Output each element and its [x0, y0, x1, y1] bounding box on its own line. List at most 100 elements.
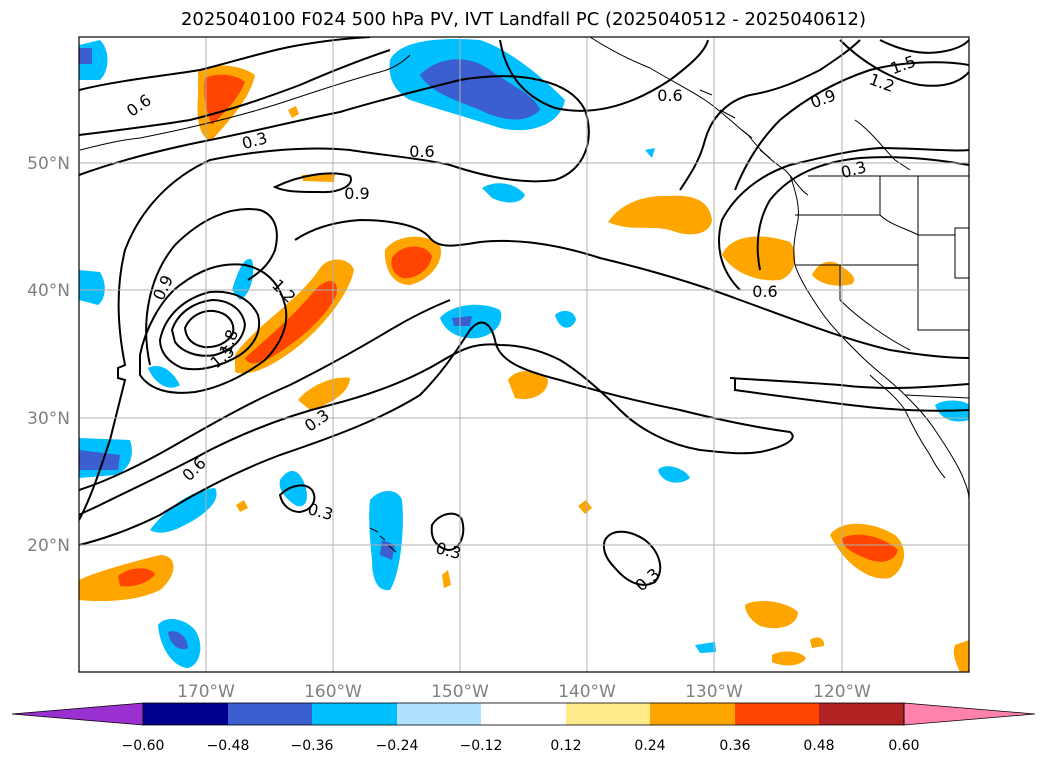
pos-blob-150w-17n — [442, 570, 451, 588]
lon-label: 120°W — [813, 682, 871, 702]
contour-0.6-sub — [79, 299, 451, 491]
contour-pv-cutoff — [294, 218, 969, 359]
contour-label: 0.9 — [344, 184, 369, 203]
mexico-border — [904, 394, 969, 399]
contour-0.9-east — [729, 377, 969, 389]
bc-inland — [854, 119, 911, 171]
lat-label: 50°N — [27, 154, 70, 174]
neg-blob-gulf-alaska-core — [420, 59, 540, 120]
pos-blob-121w-11n — [810, 637, 825, 648]
lat-label: 20°N — [27, 536, 70, 556]
colorbar-bin — [566, 703, 650, 725]
colorbar-bin — [312, 703, 397, 725]
colorbar-bin — [397, 703, 481, 725]
neg-blob-west-25n-core — [79, 450, 120, 470]
lon-label: 170°W — [177, 682, 235, 702]
colorbar-bin — [143, 703, 228, 725]
contour-label: 0.6 — [657, 86, 682, 105]
bc-coast — [789, 174, 799, 266]
colorbar-tick: −0.12 — [460, 738, 503, 754]
alaska-coast — [589, 37, 809, 196]
lat-label: 30°N — [27, 409, 70, 429]
contour-1.2-ne — [839, 39, 969, 87]
colorbar-tick: −0.48 — [207, 738, 250, 754]
contour-label: 0.6 — [409, 142, 434, 161]
colorbar-bin — [481, 703, 566, 725]
colorbar-tick: 0.36 — [719, 738, 750, 754]
utah-border — [917, 265, 969, 331]
contour-0.9-main — [145, 208, 278, 366]
map-title: 2025040100 F024 500 hPa PV, IVT Landfall… — [180, 9, 867, 30]
neg-blob-136w-51n — [645, 148, 655, 158]
lat-labels: 50°N 40°N 30°N 20°N — [27, 154, 70, 556]
pos-blob-161w-38n-core — [245, 281, 337, 364]
colorbar-bin — [735, 703, 819, 725]
colorbar-tick: −0.60 — [122, 738, 165, 754]
neg-blob-142w-37n — [555, 310, 576, 328]
colorbar-ticks: −0.60 −0.48 −0.36 −0.24 −0.12 0.12 0.24 … — [122, 738, 920, 754]
hawaii-islands — [369, 527, 397, 553]
neg-blob-150w-36n-core — [452, 316, 472, 326]
neg-blob-west-40n — [79, 270, 105, 305]
colorbar-extend-right — [903, 702, 1036, 726]
plot-area — [79, 37, 969, 672]
colorbar-bin — [228, 703, 312, 725]
pv-contours — [79, 37, 969, 586]
contour-0.6-north-arc — [499, 39, 709, 112]
contour-0.3-big — [79, 75, 590, 521]
colorbar-tick: −0.36 — [291, 738, 334, 754]
colorbar-tick: 0.60 — [888, 738, 919, 754]
pos-blob-119w-19n-core — [842, 534, 898, 562]
baja-peninsula — [869, 374, 946, 479]
contour-0.6-north — [79, 37, 371, 91]
pos-blob-176w-17n-core — [118, 568, 155, 587]
montana-border — [917, 176, 955, 236]
colorbar-extend-left — [11, 702, 144, 726]
wyoming-box — [954, 227, 969, 279]
pos-blob-152w-42n-core — [391, 246, 432, 279]
neg-blob-147w-48n — [482, 183, 525, 203]
contour-0.3-east — [734, 378, 969, 412]
contour-1.2 — [139, 263, 288, 394]
gridlines — [79, 37, 969, 672]
contour-0.3-sub — [79, 321, 794, 546]
pos-blob-124w-10n — [772, 651, 806, 666]
lat-label: 40°N — [27, 281, 70, 301]
contour-0.3-small-a — [278, 484, 316, 514]
contour-0.3-ne-loop — [756, 156, 969, 271]
contour-label: 0.6 — [752, 282, 777, 301]
neg-blob-162w-26n — [279, 470, 307, 507]
pos-blob-126w-13n — [745, 600, 798, 629]
pos-blob-136w-47n — [608, 195, 712, 235]
colorbar-bin — [650, 703, 735, 725]
colorbar-bin — [819, 703, 904, 725]
neg-blob-170w-22n — [150, 488, 217, 533]
contour-1.8-a — [170, 298, 247, 357]
lon-label: 160°W — [304, 682, 362, 702]
pos-blob-se-corner — [953, 640, 969, 672]
contour-1.5-ne — [879, 39, 969, 54]
pos-blob-122w-41n — [812, 261, 855, 286]
colorbar: −0.60 −0.48 −0.36 −0.24 −0.12 0.12 0.24 … — [11, 702, 1036, 754]
contour-0.3-small-c — [602, 530, 662, 586]
contour-1.5 — [158, 290, 260, 371]
neg-blob-131w-12n — [695, 642, 716, 653]
colorbar-tick: −0.24 — [376, 738, 419, 754]
lon-label: 130°W — [685, 682, 743, 702]
canada-islands — [699, 89, 771, 159]
pos-blob-166w-23n — [236, 500, 248, 512]
neg-blob-hawaii — [369, 491, 403, 591]
contour-0.9-ring — [272, 172, 352, 194]
lon-label: 140°W — [558, 682, 616, 702]
colorbar-tick: 0.12 — [550, 738, 581, 754]
contour-0.6-alaska-low — [679, 39, 861, 191]
plot-frame — [78, 36, 970, 673]
contour-0.6-coast — [718, 146, 969, 291]
lon-label: 150°W — [431, 682, 489, 702]
contour-1.8-b — [183, 309, 235, 349]
colorbar-tick: 0.48 — [803, 738, 834, 754]
pos-blob-145w-32n — [508, 371, 548, 400]
neg-blob-173w-33n — [148, 365, 180, 388]
neg-blob-136w-25n — [658, 466, 690, 483]
